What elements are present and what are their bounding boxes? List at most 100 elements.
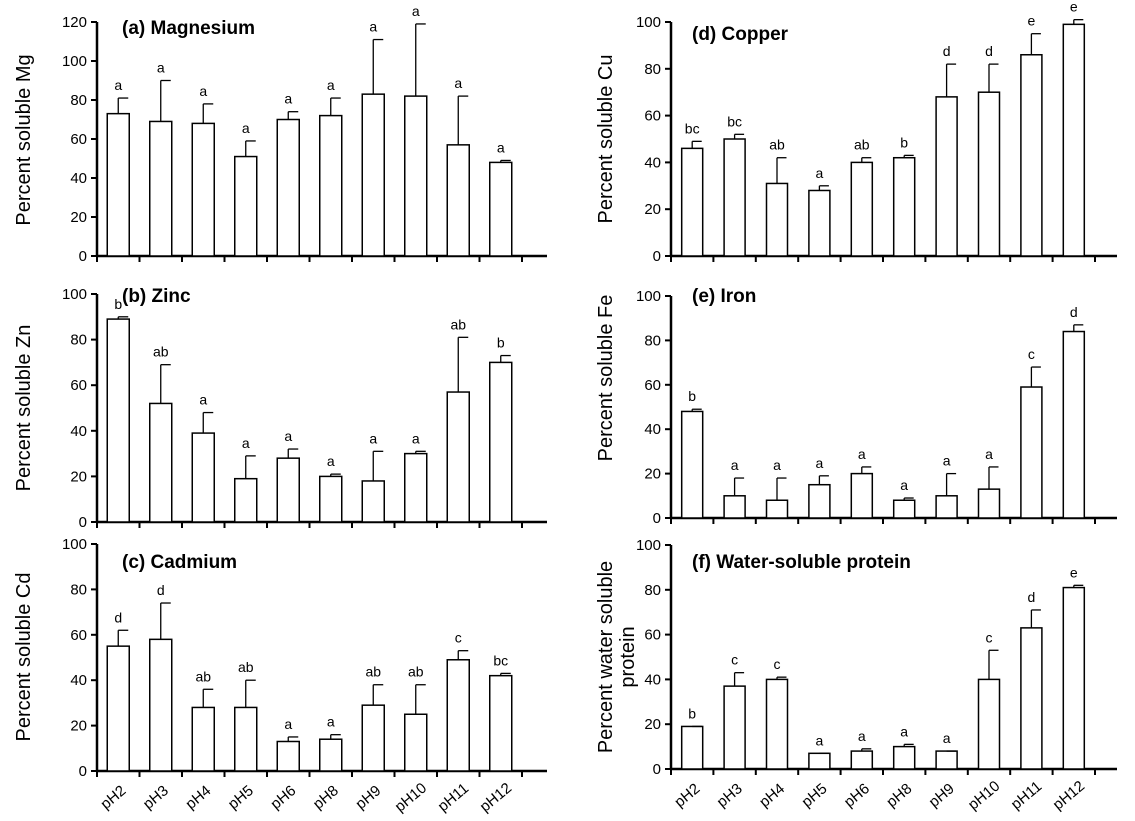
y-tick-label: 40 (70, 672, 87, 689)
significance-label: a (412, 3, 420, 19)
y-tick-label: 60 (70, 377, 87, 394)
bar-pH12 (1062, 23, 1086, 257)
y-tick-label: 60 (70, 627, 87, 644)
significance-label: c (1028, 346, 1035, 362)
significance-label: d (1070, 304, 1078, 320)
bar-pH3 (149, 638, 173, 772)
bar-pH8 (319, 738, 343, 772)
bar-pH4 (191, 122, 215, 257)
category-label-pH11: pH11 (435, 780, 473, 815)
panel-title: (b) Zinc (122, 286, 191, 307)
y-tick-label: 20 (70, 468, 87, 485)
bar-pH12 (489, 161, 513, 257)
significance-label: bc (493, 652, 508, 668)
bar-pH9 (935, 750, 958, 770)
y-tick-label: 80 (70, 581, 87, 598)
y-tick-label: 0 (653, 761, 661, 778)
y-tick-label: 80 (70, 92, 87, 109)
y-tick-label: 60 (644, 108, 661, 125)
significance-label: a (816, 165, 824, 181)
significance-label: ab (195, 668, 211, 684)
bar-pH4 (765, 499, 789, 519)
y-tick-label: 80 (644, 332, 661, 349)
category-label-pH5: pH5 (798, 780, 830, 811)
y-tick-label: 120 (62, 14, 87, 31)
y-axis-label: Percent water solubleprotein (595, 561, 639, 753)
category-label-pH12: pH12 (477, 780, 515, 816)
category-label-pH10: pH10 (392, 780, 430, 816)
y-tick-label: 60 (644, 377, 661, 394)
bar-pH5 (234, 155, 258, 257)
significance-label: a (284, 428, 292, 444)
significance-label: b (900, 134, 908, 150)
y-tick-label: 100 (62, 286, 87, 303)
significance-label: a (199, 392, 207, 408)
significance-label: ab (450, 316, 466, 332)
significance-label: a (731, 457, 739, 473)
bar-pH5 (808, 189, 831, 257)
significance-label: a (858, 728, 866, 744)
significance-label: a (773, 457, 781, 473)
bar-pH5 (808, 483, 831, 519)
category-label-pH6: pH6 (841, 780, 873, 811)
y-tick-label: 100 (62, 53, 87, 70)
category-label-pH11: pH11 (1008, 778, 1046, 813)
bar-pH11 (446, 659, 470, 772)
bar-pH6 (276, 118, 300, 257)
significance-label: a (369, 19, 377, 35)
significance-label: d (157, 582, 165, 598)
bar-pH3 (723, 685, 746, 770)
y-tick-label: 20 (644, 716, 661, 733)
significance-label: e (1070, 564, 1078, 580)
bar-pH9 (935, 96, 958, 257)
significance-label: a (284, 91, 292, 107)
significance-label: a (497, 139, 505, 155)
significance-label: c (774, 656, 781, 672)
y-tick-label: 100 (62, 536, 87, 553)
y-tick-label: 40 (644, 421, 661, 438)
bar-pH10 (404, 713, 428, 772)
significance-label: a (900, 723, 908, 739)
significance-label: e (1070, 0, 1078, 15)
bar-pH12 (489, 361, 513, 523)
significance-label: b (688, 705, 696, 721)
y-tick-label: 60 (70, 131, 87, 148)
y-tick-label: 0 (653, 248, 661, 265)
significance-label: ab (238, 659, 254, 675)
significance-label: bc (685, 120, 700, 136)
significance-label: a (816, 455, 824, 471)
category-label-pH12: pH12 (1050, 778, 1088, 814)
bar-pH9 (361, 480, 385, 523)
bar-pH6 (850, 472, 874, 519)
significance-label: b (497, 335, 505, 351)
bar-pH9 (361, 93, 385, 257)
bar-pH10 (977, 678, 1001, 770)
bar-pH6 (276, 457, 300, 523)
significance-label: a (943, 730, 951, 746)
bar-pH11 (1020, 54, 1043, 257)
significance-label: d (1028, 589, 1036, 605)
category-label-pH8: pH8 (310, 782, 342, 813)
bar-pH4 (765, 182, 789, 257)
category-label-pH3: pH3 (714, 780, 746, 811)
significance-label: c (986, 629, 993, 645)
y-tick-label: 0 (653, 510, 661, 527)
bar-pH4 (765, 678, 789, 770)
bar-pH5 (234, 706, 258, 772)
panel-zinc: 0 20 40 60 80 100 (b) Zinc Percent soluble Zn b a… (13, 286, 547, 531)
significance-label: b (114, 296, 122, 312)
significance-label: e (1028, 13, 1036, 29)
category-label-pH4: pH4 (756, 780, 788, 811)
bar-pH11 (1020, 386, 1043, 519)
y-tick-label: 40 (70, 170, 87, 187)
significance-label: a (157, 60, 165, 76)
significance-label: ab (769, 137, 785, 153)
significance-label: a (816, 732, 824, 748)
y-axis-label: Percent soluble Zn (13, 325, 35, 492)
bar-pH5 (808, 752, 831, 770)
category-label-pH9: pH9 (352, 782, 384, 813)
significance-label: a (242, 435, 250, 451)
y-tick-label: 100 (636, 288, 661, 305)
bar-pH8 (892, 156, 916, 257)
